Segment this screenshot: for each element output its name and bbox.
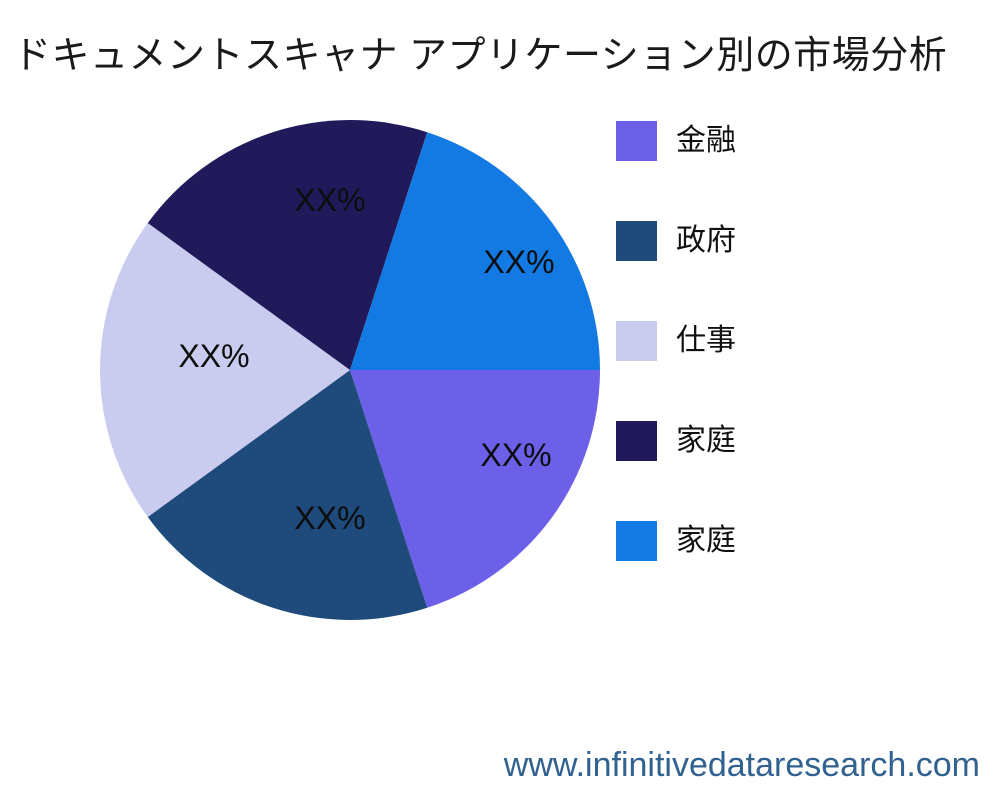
pie-slice-label-4: XX% — [483, 244, 554, 280]
legend-label-2: 仕事 — [676, 324, 736, 357]
legend-label-4: 家庭 — [676, 524, 736, 557]
chart-title: ドキュメントスキャナ アプリケーション別の市場分析 — [13, 35, 948, 77]
legend-label-3: 家庭 — [676, 424, 736, 457]
legend-swatch-0 — [616, 121, 657, 161]
pie-slice-4 — [350, 132, 600, 370]
pie-slice-label-1: XX% — [294, 500, 365, 536]
legend-swatch-2 — [616, 321, 657, 361]
footer-website-text: www.infinitivedataresearch.com — [503, 746, 980, 784]
pie-slice-1 — [147, 370, 428, 620]
chart-legend: 金融 政府 仕事 家庭 家庭 — [616, 121, 736, 621]
legend-label-1: 政府 — [676, 224, 736, 257]
legend-item-1: 政府 — [616, 221, 736, 261]
legend-swatch-3 — [616, 421, 657, 461]
legend-swatch-4 — [616, 521, 657, 561]
pie-slice-label-0: XX% — [480, 437, 551, 473]
legend-label-0: 金融 — [676, 124, 736, 157]
pie-slice-0 — [350, 370, 600, 608]
legend-item-2: 仕事 — [616, 321, 736, 361]
legend-item-0: 金融 — [616, 121, 736, 161]
legend-item-4: 家庭 — [616, 521, 736, 561]
legend-swatch-1 — [616, 221, 657, 261]
legend-item-3: 家庭 — [616, 421, 736, 461]
pie-slice-2 — [100, 223, 350, 517]
pie-slice-label-2: XX% — [178, 338, 249, 374]
pie-slice-3 — [147, 120, 428, 370]
pie-slice-label-3: XX% — [294, 182, 365, 218]
